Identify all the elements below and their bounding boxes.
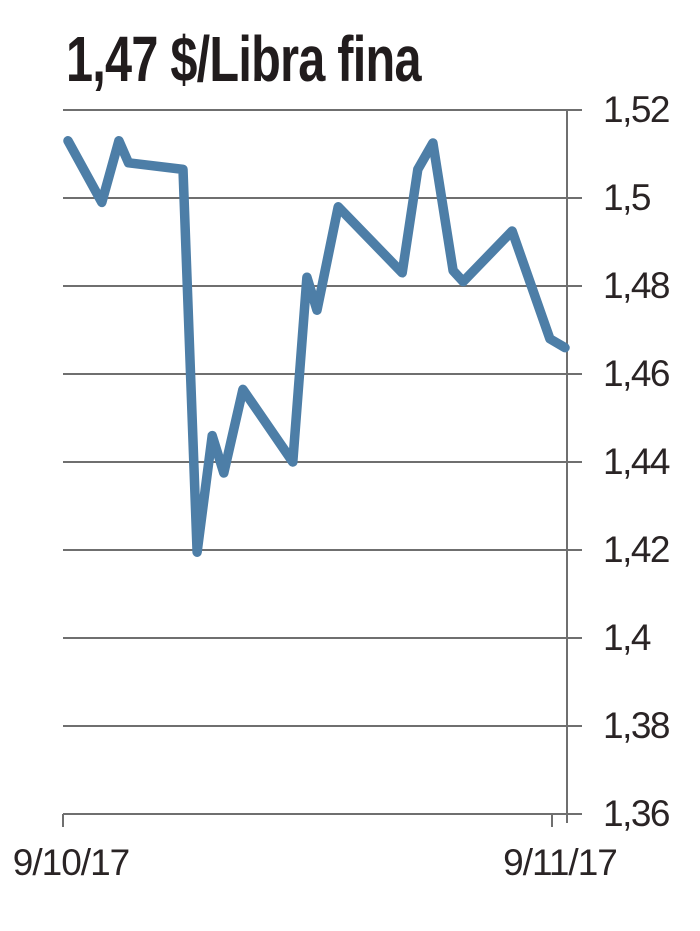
y-axis-label: 1,42 (603, 529, 671, 570)
y-axis-label: 1,38 (603, 705, 671, 746)
y-axis-label: 1,44 (603, 441, 671, 482)
y-axis-label: 1,46 (603, 353, 671, 394)
y-axis-label: 1,48 (603, 265, 671, 306)
y-axis-label: 1,5 (603, 177, 651, 218)
chart-title: 1,47 $/Libra fina (66, 23, 421, 95)
x-axis-label: 9/11/17 (503, 842, 618, 883)
y-axis-label: 1,52 (603, 89, 671, 130)
price-line (63, 136, 570, 557)
x-axis-label: 9/10/17 (12, 842, 130, 883)
y-axis-label: 1,36 (603, 793, 671, 834)
y-axis-label: 1,4 (603, 617, 651, 658)
